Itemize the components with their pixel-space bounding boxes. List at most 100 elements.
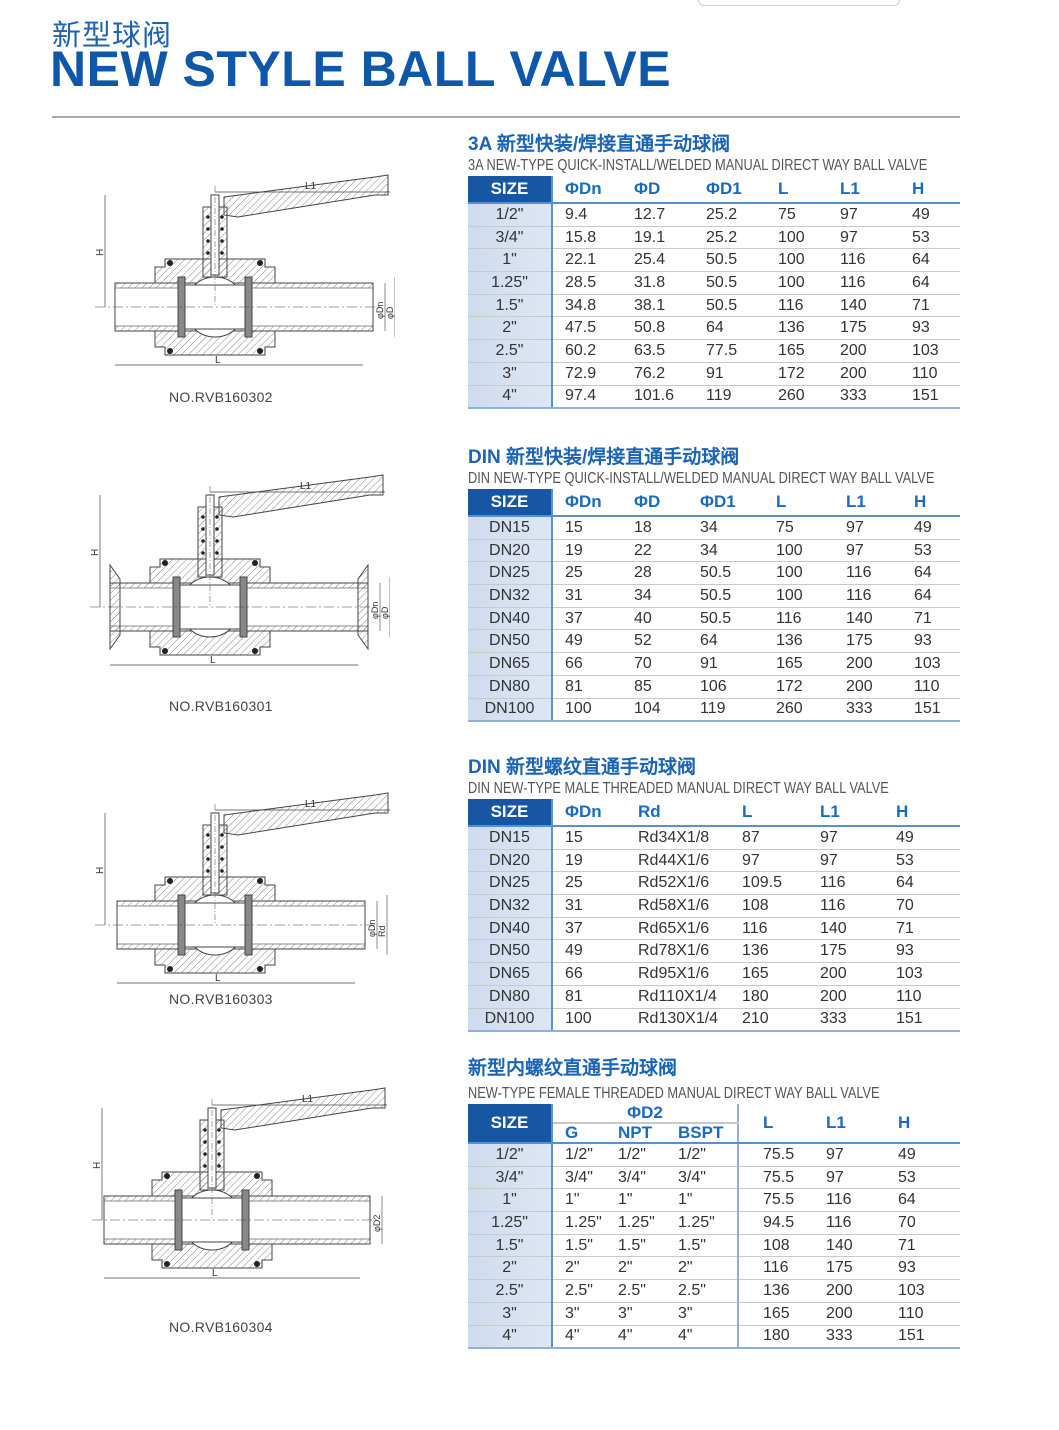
value-cell: 116 — [828, 248, 900, 273]
value-cell: 91 — [688, 652, 764, 676]
value-cell: 1.25" — [552, 1211, 606, 1235]
section-subtitle: NEW-TYPE FEMALE THREADED MANUAL DIRECT W… — [468, 1085, 880, 1102]
o-ring — [164, 1261, 170, 1267]
value-cell: 100 — [764, 539, 834, 563]
size-cell: 1/2" — [468, 1143, 553, 1167]
value-cell: Rd52X1/6 — [626, 871, 730, 896]
value-cell: 110 — [884, 985, 960, 1009]
model-number: NO.RVB160301 — [169, 698, 273, 714]
o-ring — [167, 966, 173, 972]
table-row: DN65 66 Rd95X1/6 165 200 103 — [468, 962, 960, 986]
value-cell: Rd44X1/6 — [626, 849, 730, 873]
size-cell: DN40 — [468, 607, 553, 631]
size-cell: 1" — [468, 248, 553, 273]
table-row: 1.25" 1.25" 1.25" 1.25" 94.5 116 70 — [468, 1211, 960, 1235]
value-cell: 75.5 — [738, 1188, 812, 1213]
value-cell: 64 — [884, 871, 960, 896]
column-header-h: H — [902, 489, 960, 517]
value-cell: Rd58X1/6 — [626, 894, 730, 918]
table-row: DN32 31 34 50.5 100 116 64 — [468, 584, 960, 608]
value-cell: 260 — [764, 698, 834, 723]
dimension-label-h: H — [90, 549, 101, 556]
page-edge-fragment — [698, 0, 900, 6]
spec-table: SIZE ΦDn ΦD ΦD1 L L1 H DN15 15 18 34 75 97 49 DN20 19 22… — [468, 489, 960, 723]
value-cell: 104 — [622, 698, 688, 723]
value-cell: Rd65X1/6 — [626, 917, 730, 941]
spring-coil — [220, 833, 224, 837]
value-cell: 165 — [730, 962, 808, 986]
value-cell: 136 — [764, 629, 834, 654]
value-cell: 200 — [828, 339, 900, 363]
value-cell: 75 — [764, 516, 834, 540]
value-cell: Rd130X1/4 — [626, 1008, 730, 1033]
spring-coil — [206, 857, 210, 861]
value-cell: 34 — [622, 584, 688, 608]
value-cell: 116 — [764, 607, 834, 631]
size-cell: 2.5" — [468, 1279, 553, 1303]
value-cell: 116 — [834, 561, 902, 586]
model-number: NO.RVB160304 — [169, 1319, 273, 1335]
column-header-phi-d: ΦD — [622, 489, 688, 517]
value-cell: 37 — [552, 607, 622, 631]
table-row: 1" 1" 1" 1" 75.5 116 64 — [468, 1188, 960, 1213]
value-cell: 151 — [902, 698, 960, 723]
handle-lever — [223, 792, 389, 836]
value-cell: 50.5 — [688, 607, 764, 631]
value-cell: 3" — [666, 1302, 739, 1326]
value-cell: 25.4 — [622, 248, 694, 273]
spring-coil — [201, 539, 205, 543]
value-cell: 100 — [766, 226, 828, 250]
size-cell: 3/4" — [468, 226, 553, 250]
value-cell: 31.8 — [622, 271, 694, 295]
size-cell: 1.5" — [468, 294, 553, 318]
size-cell: DN80 — [468, 675, 553, 699]
value-cell: 103 — [902, 652, 960, 676]
value-cell: Rd78X1/6 — [626, 939, 730, 964]
size-cell: DN15 — [468, 826, 553, 850]
size-cell: 4" — [468, 1325, 553, 1350]
o-ring — [252, 560, 258, 566]
value-cell: 110 — [884, 1302, 960, 1326]
value-cell: 116 — [812, 1188, 884, 1213]
table-row: 1/2" 9.4 12.7 25.2 75 97 49 — [468, 203, 960, 227]
section-title: 3A 新型快装/焊接直通手动球阀 — [468, 134, 731, 155]
value-cell: 64 — [900, 271, 960, 295]
value-cell: 151 — [900, 385, 960, 410]
value-cell: 106 — [688, 675, 764, 699]
column-header-npt: NPT — [606, 1123, 666, 1144]
dimension-label-l: L — [215, 355, 221, 366]
value-cell: 2" — [552, 1256, 606, 1281]
title-divider — [52, 116, 960, 118]
value-cell: 64 — [688, 629, 764, 654]
value-cell: Rd110X1/4 — [626, 985, 730, 1009]
section-title: DIN 新型螺纹直通手动球阀 — [468, 757, 697, 778]
value-cell: 333 — [834, 698, 902, 723]
o-ring — [257, 878, 263, 884]
value-cell: 333 — [812, 1325, 884, 1350]
table-row: DN15 15 Rd34X1/8 87 97 49 — [468, 826, 960, 850]
spring-coil — [203, 1152, 207, 1156]
value-cell: 200 — [808, 962, 884, 986]
column-header-phi-d: ΦD — [622, 176, 694, 204]
value-cell: 66 — [552, 652, 622, 676]
value-cell: 110 — [900, 362, 960, 386]
size-cell: 4" — [468, 385, 553, 410]
value-cell: 136 — [766, 316, 828, 341]
value-cell: 200 — [828, 362, 900, 386]
table-row: 3/4" 3/4" 3/4" 3/4" 75.5 97 53 — [468, 1166, 960, 1190]
dimension-label-diameter: Rd — [377, 925, 387, 937]
spec-section-3a: 3A 新型快装/焊接直通手动球阀 3A NEW-TYPE QUICK-INSTA… — [468, 134, 960, 410]
handle-lever — [218, 474, 384, 518]
value-cell: 64 — [900, 248, 960, 273]
spring-coil — [206, 845, 210, 849]
value-cell: 37 — [552, 917, 626, 941]
value-cell: 91 — [694, 362, 766, 386]
value-cell: 70 — [622, 652, 688, 676]
size-cell: DN15 — [468, 516, 553, 540]
value-cell: 260 — [766, 385, 828, 410]
value-cell: 101.6 — [622, 385, 694, 410]
value-cell: 116 — [738, 1256, 812, 1281]
valve-cross-section: L1HLφDnφDφD1 — [90, 474, 390, 666]
value-cell: 22.1 — [552, 248, 622, 273]
